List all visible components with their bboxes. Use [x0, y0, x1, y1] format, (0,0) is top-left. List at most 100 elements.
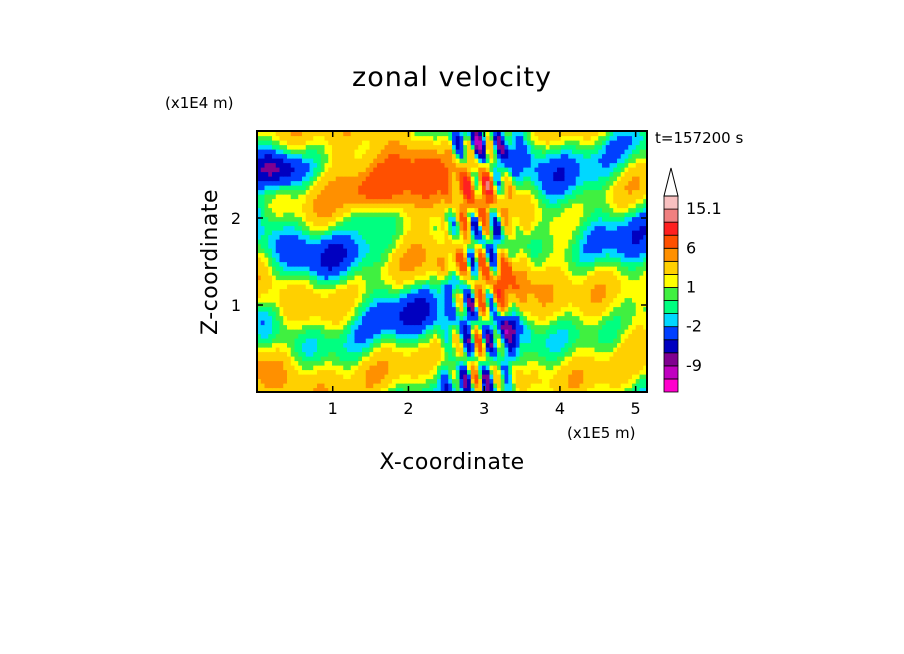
field-cell	[523, 221, 528, 227]
field-cell	[384, 284, 389, 290]
field-cell	[463, 378, 468, 384]
field-cell	[560, 266, 566, 272]
field-cell	[590, 315, 596, 321]
field-cell	[530, 338, 536, 344]
field-cell	[538, 257, 543, 263]
field-cell	[354, 338, 359, 344]
field-cell	[523, 374, 528, 380]
field-cell	[579, 338, 584, 344]
field-cell	[542, 297, 547, 303]
field-cell	[493, 189, 498, 195]
field-cell	[493, 311, 498, 317]
field-cell	[557, 311, 562, 317]
field-cell	[369, 284, 374, 290]
field-cell	[624, 320, 629, 326]
field-cell	[272, 302, 277, 308]
field-cell	[564, 275, 569, 281]
field-cell	[260, 275, 266, 281]
field-cell	[530, 243, 536, 249]
field-cell	[624, 369, 629, 375]
field-cell	[298, 342, 303, 348]
field-cell	[437, 257, 442, 263]
field-cell	[628, 365, 633, 371]
field-cell	[377, 180, 382, 186]
field-cell	[429, 221, 434, 227]
field-cell	[354, 351, 359, 357]
field-cell	[422, 230, 427, 236]
field-cell	[470, 185, 476, 191]
field-cell	[362, 288, 367, 294]
field-cell	[549, 320, 554, 326]
field-cell	[534, 387, 539, 392]
field-cell	[414, 225, 419, 231]
field-cell	[624, 185, 629, 191]
field-cell	[317, 284, 322, 290]
field-cell	[553, 207, 558, 213]
field-cell	[362, 320, 367, 326]
field-cell	[425, 230, 431, 236]
field-cell	[395, 270, 401, 276]
field-cell	[362, 207, 367, 213]
field-cell	[444, 261, 449, 267]
field-cell	[287, 365, 292, 371]
field-cell	[489, 243, 494, 249]
field-cell	[515, 221, 521, 227]
field-cell	[605, 374, 611, 380]
field-cell	[272, 279, 277, 285]
field-cell	[380, 275, 386, 281]
field-cell	[463, 198, 468, 204]
field-cell	[512, 266, 517, 272]
field-cell	[425, 315, 431, 321]
field-cell	[343, 302, 348, 308]
field-cell	[470, 189, 476, 195]
field-cell	[575, 342, 581, 348]
field-cell	[605, 279, 611, 285]
field-cell	[467, 176, 472, 182]
field-cell	[549, 266, 554, 272]
field-cell	[639, 365, 644, 371]
field-cell	[632, 207, 637, 213]
field-cell	[388, 243, 393, 249]
field-cell	[320, 207, 326, 213]
field-cell	[605, 243, 611, 249]
field-cell	[474, 306, 479, 312]
field-cell	[407, 383, 412, 389]
field-cell	[392, 212, 397, 218]
field-cell	[628, 383, 633, 389]
field-cell	[467, 266, 472, 272]
field-cell	[362, 239, 367, 245]
field-cell	[317, 230, 322, 236]
field-cell	[557, 338, 562, 344]
field-cell	[598, 338, 603, 344]
field-cell	[504, 225, 509, 231]
field-cell	[643, 297, 647, 303]
field-cell	[302, 293, 307, 299]
field-cell	[632, 203, 637, 209]
field-cell	[272, 194, 277, 200]
field-cell	[268, 284, 273, 290]
field-cell	[474, 198, 479, 204]
field-cell	[384, 383, 389, 389]
field-cell	[392, 243, 397, 249]
field-cell	[598, 239, 603, 245]
field-cell	[380, 342, 386, 348]
field-cell	[418, 324, 423, 330]
field-cell	[377, 351, 382, 357]
field-cell	[384, 293, 389, 299]
field-cell	[534, 275, 539, 281]
field-cell	[590, 387, 596, 392]
field-cell	[384, 302, 389, 308]
field-cell	[392, 176, 397, 182]
field-cell	[485, 180, 491, 186]
field-cell	[538, 225, 543, 231]
field-cell	[587, 365, 592, 371]
field-cell	[440, 365, 446, 371]
field-cell	[347, 383, 352, 389]
field-cell	[429, 194, 434, 200]
field-cell	[332, 293, 337, 299]
field-cell	[564, 333, 569, 339]
field-cell	[545, 387, 551, 392]
field-cell	[598, 284, 603, 290]
field-cell	[354, 347, 359, 353]
field-cell	[309, 275, 314, 281]
